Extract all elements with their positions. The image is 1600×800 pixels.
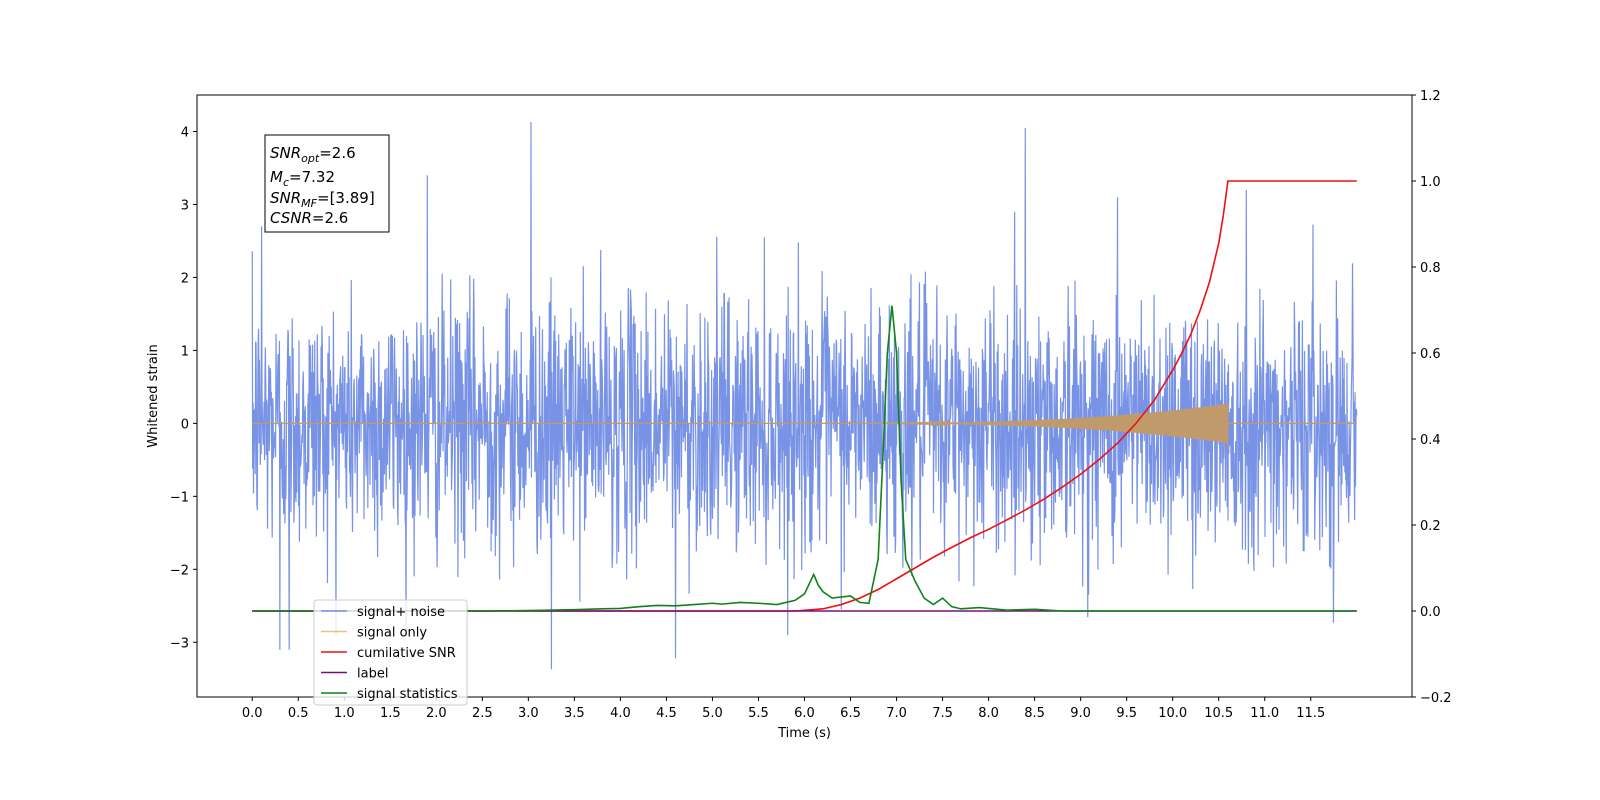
x-tick-label: 7.5	[932, 706, 953, 721]
x-tick-label: 11.5	[1296, 706, 1325, 721]
y2-tick-label: 0.4	[1420, 433, 1441, 448]
y2-tick-label: −0.2	[1420, 691, 1452, 706]
x-tick-label: 10.0	[1158, 706, 1187, 721]
x-tick-label: 1.0	[334, 706, 355, 721]
x-tick-label: 11.0	[1250, 706, 1279, 721]
y-axis-left: −3 −2 −1 0 1 2 3 4	[170, 125, 197, 651]
x-axis: 0.0 0.5 1.0 1.5 2.0 2.5 3.0 3.5 4.0 4.5 5.0 5.5 6.0 6…	[242, 697, 1325, 721]
legend-entry: signal only	[357, 626, 427, 641]
x-tick-label: 6.5	[840, 706, 861, 721]
x-tick-label: 4.5	[656, 706, 677, 721]
annotation-csnr: CSNR=2.6	[270, 209, 348, 227]
plot-data-layer	[251, 121, 1358, 670]
x-tick-label: 8.0	[978, 706, 999, 721]
x-tick-label: 8.5	[1024, 706, 1045, 721]
x-tick-label: 9.0	[1070, 706, 1091, 721]
y-tick-label: 3	[181, 198, 189, 213]
y2-tick-label: 0.0	[1420, 605, 1441, 620]
x-tick-label: 6.0	[794, 706, 815, 721]
y2-tick-label: 1.2	[1420, 89, 1441, 104]
series-signal-statistics	[252, 305, 1357, 612]
series-signal-noise	[251, 121, 1358, 670]
y-tick-label: −2	[170, 563, 189, 578]
legend-entry: signal+ noise	[357, 605, 445, 620]
x-tick-label: 2.0	[426, 706, 447, 721]
y2-tick-label: 0.6	[1420, 347, 1441, 362]
y2-tick-label: 0.8	[1420, 261, 1441, 276]
x-tick-label: 0.5	[288, 706, 309, 721]
y-axis-right: −0.2 0.0 0.2 0.4 0.6 0.8 1.0 1.2	[1412, 89, 1452, 706]
annotation-box: SNRopt=2.6 Mc=7.32 SNRMF=[3.89] CSNR=2.6	[264, 134, 390, 233]
series-signal-only	[252, 403, 1357, 449]
legend-entry: cumilative SNR	[357, 646, 456, 661]
x-tick-label: 1.5	[380, 706, 401, 721]
series-cumilative-snr	[252, 180, 1357, 612]
y2-tick-label: 0.2	[1420, 519, 1441, 534]
y-tick-label: 1	[181, 344, 189, 359]
legend-entry: signal statistics	[357, 687, 458, 702]
y-axis-label: Whitened strain	[146, 344, 161, 447]
y-tick-label: −3	[170, 636, 189, 651]
x-tick-label: 5.5	[748, 706, 769, 721]
annotation-mc: Mc=7.32	[270, 168, 335, 189]
y-tick-label: 0	[181, 417, 189, 432]
x-tick-label: 3.5	[564, 706, 585, 721]
x-tick-label: 9.5	[1116, 706, 1137, 721]
annotation-snr-opt: SNRopt=2.6	[270, 144, 356, 165]
x-tick-label: 10.5	[1204, 706, 1233, 721]
legend-frame	[313, 599, 468, 706]
x-tick-label: 3.0	[518, 706, 539, 721]
x-tick-label: 5.0	[702, 706, 723, 721]
x-tick-label: 4.0	[610, 706, 631, 721]
legend-entry: label	[357, 667, 388, 682]
x-tick-label: 7.0	[886, 706, 907, 721]
y2-tick-label: 1.0	[1420, 175, 1441, 190]
annotation-snr-mf: SNRMF=[3.89]	[270, 189, 375, 210]
x-axis-label: Time (s)	[777, 726, 831, 741]
x-tick-label: 0.0	[242, 706, 263, 721]
legend: signal+ noise signal only cumilative SNR la…	[313, 599, 468, 706]
x-tick-label: 2.5	[472, 706, 493, 721]
y-tick-label: 2	[181, 271, 189, 286]
y-tick-label: −1	[170, 490, 189, 505]
y-tick-label: 4	[181, 125, 189, 140]
